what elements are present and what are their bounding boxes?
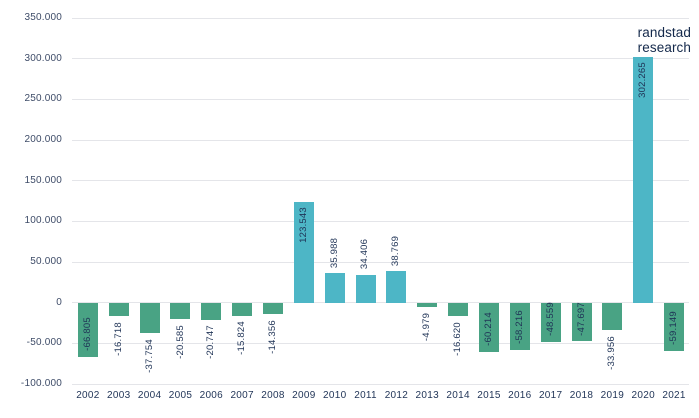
bar-value-label-2008: -14.356 <box>267 320 279 355</box>
x-axis-tick-label-2009: 2009 <box>292 390 316 401</box>
x-axis-tick-label-2002: 2002 <box>76 390 100 401</box>
bar-2013 <box>417 302 438 307</box>
bar-2005 <box>170 302 191 320</box>
gridline <box>72 302 689 304</box>
bar-2016 <box>509 302 530 350</box>
gridline <box>72 220 689 222</box>
x-axis-tick-label-2012: 2012 <box>384 390 409 401</box>
gridline <box>72 58 689 60</box>
bar-value-label-2017: -48.559 <box>544 302 556 337</box>
y-axis-tick-label: 50.000 <box>30 256 62 267</box>
bar-value-label-2002: -66.805 <box>81 317 93 351</box>
bar-value-label-2007: -15.824 <box>236 321 248 356</box>
bar-value-label-2021: -59.149 <box>668 311 680 345</box>
bar-value-label-2015: -60.214 <box>482 311 494 346</box>
bar-2018 <box>571 302 592 342</box>
gridline <box>72 139 689 141</box>
bar-2020 <box>633 56 654 303</box>
bar-value-label-2014: -16.620 <box>452 322 464 356</box>
bar-value-label-2004: -37.754 <box>143 339 155 374</box>
bar-value-label-2009: 123.543 <box>297 207 309 243</box>
gridline <box>72 180 689 182</box>
bar-2003 <box>108 302 129 317</box>
x-axis-tick-label-2014: 2014 <box>446 390 470 401</box>
x-axis-tick-label-2007: 2007 <box>230 390 254 401</box>
bar-2006 <box>201 302 222 320</box>
bar-value-label-2019: -33.956 <box>606 336 618 370</box>
bar-value-label-2003: -16.718 <box>112 322 124 356</box>
gridline <box>72 342 689 344</box>
bar-value-label-2011: 34.406 <box>359 239 371 270</box>
randstad-research-logo: randstad research <box>637 25 691 55</box>
bar-2012 <box>386 271 407 303</box>
x-axis-tick-label-2021: 2021 <box>662 390 686 401</box>
x-axis-tick-label-2004: 2004 <box>137 390 162 401</box>
bar-2002 <box>77 302 98 357</box>
bar-2011 <box>355 274 376 303</box>
bar-value-label-2005: -20.585 <box>174 325 186 360</box>
x-axis-tick-label-2005: 2005 <box>168 390 193 401</box>
bar-2017 <box>540 302 561 343</box>
x-axis-tick-label-2015: 2015 <box>477 390 501 401</box>
bar-value-label-2018: -47.697 <box>575 301 587 336</box>
y-axis-tick-label: 350.000 <box>24 12 62 23</box>
gridline <box>72 17 689 19</box>
bar-2014 <box>448 302 469 317</box>
y-axis-tick-label: 100.000 <box>24 215 62 227</box>
bar-2015 <box>478 302 499 352</box>
y-axis-tick-label: 200.000 <box>24 134 62 145</box>
x-axis-tick-label-2013: 2013 <box>415 390 439 401</box>
x-axis-tick-label-2019: 2019 <box>600 390 625 401</box>
x-axis-tick-label-2017: 2017 <box>538 390 563 401</box>
bar-2010 <box>324 273 345 303</box>
y-axis-tick-label: -100.000 <box>20 378 62 389</box>
brand-line-1: randstad <box>637 25 691 40</box>
bar-2019 <box>602 302 623 331</box>
bar-2008 <box>263 302 284 315</box>
bar-2009 <box>293 202 314 303</box>
gridline <box>72 261 689 263</box>
bar-2021 <box>664 302 685 351</box>
bar-2004 <box>139 302 160 334</box>
x-axis-tick-label-2003: 2003 <box>107 390 131 401</box>
x-axis-tick-label-2008: 2008 <box>261 390 285 401</box>
brand-line-2: research <box>637 39 691 55</box>
bar-value-label-2010: 35.988 <box>328 238 340 269</box>
x-axis-tick-label-2011: 2011 <box>354 390 377 401</box>
x-axis-tick-label-2006: 2006 <box>199 390 224 401</box>
y-axis-tick-label: 0 <box>56 296 62 308</box>
x-axis-tick-label-2016: 2016 <box>508 390 532 401</box>
bar-value-label-2013: -4.979 <box>421 312 433 341</box>
x-axis-tick-label-2010: 2010 <box>322 390 347 401</box>
bar-value-label-2006: -20.747 <box>205 325 217 360</box>
bar-value-label-2020: 302.265 <box>637 61 649 98</box>
x-axis-tick-label-2020: 2020 <box>631 390 655 401</box>
bar-value-label-2012: 38.769 <box>390 235 402 267</box>
bar-value-label-2016: -58.216 <box>513 310 525 344</box>
x-axis-tick-label-2018: 2018 <box>569 390 594 401</box>
gridline <box>72 98 689 100</box>
gridline <box>72 383 689 385</box>
y-axis-tick-label: 250.000 <box>24 93 62 105</box>
bar-2007 <box>232 302 253 316</box>
y-axis-tick-label: 300.000 <box>24 52 62 64</box>
y-axis-tick-label: -50.000 <box>26 337 62 349</box>
y-axis-tick-label: 150.000 <box>24 174 62 186</box>
